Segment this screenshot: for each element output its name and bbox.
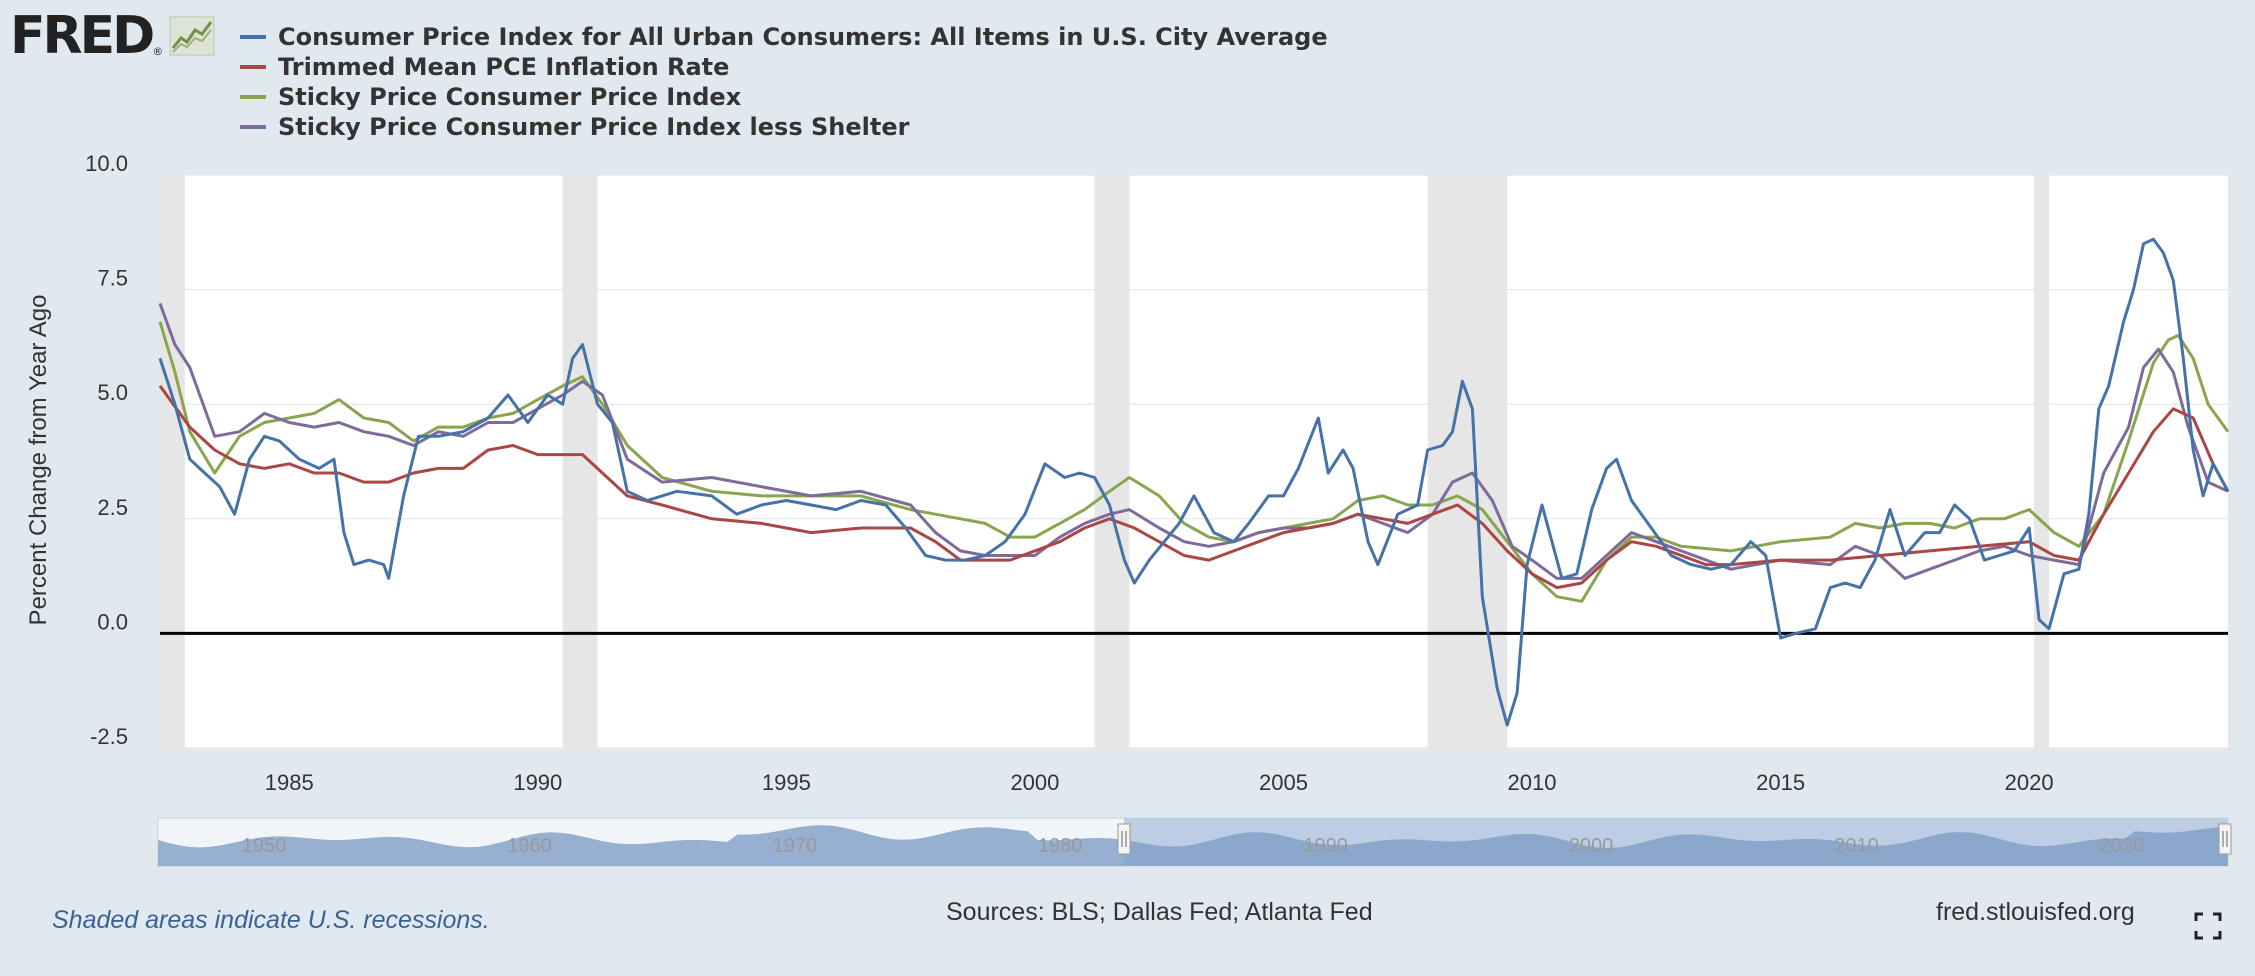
legend-swatch-cpi xyxy=(240,35,266,39)
y-axis-label: Percent Change from Year Ago xyxy=(25,295,52,626)
recession-note: Shaded areas indicate U.S. recessions. xyxy=(52,906,490,934)
y-tick-label: 2.5 xyxy=(97,495,128,520)
legend-swatch-sticky-cpi xyxy=(240,95,266,99)
navigator-label: 1990 xyxy=(1303,835,1348,857)
x-tick-label: 1985 xyxy=(265,770,314,795)
chart-legend: Consumer Price Index for All Urban Consu… xyxy=(240,22,1328,142)
navigator-label: 2020 xyxy=(2100,835,2145,857)
recession-band xyxy=(1094,175,1130,748)
legend-label-sticky-cpi: Sticky Price Consumer Price Index xyxy=(278,83,742,111)
y-tick-label: 7.5 xyxy=(97,266,128,291)
x-tick-label: 1995 xyxy=(762,770,811,795)
y-axis-ticks: 10.0 7.5 5.0 2.5 0.0 -2.5 xyxy=(85,151,128,749)
navigator-label: 1970 xyxy=(773,835,818,857)
series-line xyxy=(158,237,2230,727)
legend-swatch-trimmed-mean-pce xyxy=(240,65,266,69)
registered-mark: ® xyxy=(152,45,164,58)
navigator-label: 1960 xyxy=(507,835,552,857)
y-tick-label: 5.0 xyxy=(97,380,128,405)
navigator-label: 1980 xyxy=(1038,835,1083,857)
x-tick-label: 2005 xyxy=(1259,770,1308,795)
x-tick-label: 1990 xyxy=(513,770,562,795)
x-tick-label: 2015 xyxy=(1756,770,1805,795)
legend-item-trimmed-mean-pce[interactable]: Trimmed Mean PCE Inflation Rate xyxy=(240,52,1328,82)
recession-bands xyxy=(160,175,2050,748)
range-navigator[interactable]: 1950 1960 1970 1980 1990 2000 2010 2020 xyxy=(157,817,2232,867)
navigator-label: 1950 xyxy=(242,835,287,857)
y-tick-label: -2.5 xyxy=(90,724,128,749)
y-tick-label: 10.0 xyxy=(85,151,128,176)
x-tick-label: 2000 xyxy=(1010,770,1059,795)
legend-label-cpi: Consumer Price Index for All Urban Consu… xyxy=(278,23,1328,51)
recession-band xyxy=(562,175,598,748)
recession-band xyxy=(2034,175,2050,748)
series-line xyxy=(158,385,2230,590)
fred-logo[interactable]: FRED ® xyxy=(10,8,215,64)
chart-icon xyxy=(169,16,215,56)
fullscreen-icon[interactable] xyxy=(2194,912,2222,940)
plot-area xyxy=(160,175,2228,748)
navigator-label: 2010 xyxy=(1834,835,1879,857)
navigator-handle[interactable] xyxy=(1117,823,1131,855)
x-axis-ticks: 1985 1990 1995 2000 2005 2010 2015 2020 xyxy=(265,770,2054,795)
site-link[interactable]: fred.stlouisfed.org xyxy=(1936,898,2135,926)
x-tick-label: 2010 xyxy=(1508,770,1557,795)
x-tick-label: 2020 xyxy=(2005,770,2054,795)
legend-swatch-sticky-cpi-less-shelter xyxy=(240,125,266,129)
recession-band xyxy=(1427,175,1508,748)
navigator-area xyxy=(158,825,2228,866)
legend-item-sticky-cpi[interactable]: Sticky Price Consumer Price Index xyxy=(240,82,1328,112)
series-line xyxy=(158,302,2229,580)
legend-label-sticky-cpi-less-shelter: Sticky Price Consumer Price Index less S… xyxy=(278,113,910,141)
series-lines xyxy=(158,237,2230,727)
sources-text: Sources: BLS; Dallas Fed; Atlanta Fed xyxy=(946,898,1373,926)
legend-label-trimmed-mean-pce: Trimmed Mean PCE Inflation Rate xyxy=(278,53,730,81)
y-tick-label: 0.0 xyxy=(97,609,128,634)
navigator-label: 2000 xyxy=(1569,835,1614,857)
fred-logo-text: FRED xyxy=(10,6,155,66)
recession-band xyxy=(160,175,185,748)
plot-background xyxy=(160,175,2228,748)
legend-item-sticky-cpi-less-shelter[interactable]: Sticky Price Consumer Price Index less S… xyxy=(240,112,1328,142)
legend-item-cpi[interactable]: Consumer Price Index for All Urban Consu… xyxy=(240,22,1328,52)
navigator-handle[interactable] xyxy=(2218,823,2232,855)
